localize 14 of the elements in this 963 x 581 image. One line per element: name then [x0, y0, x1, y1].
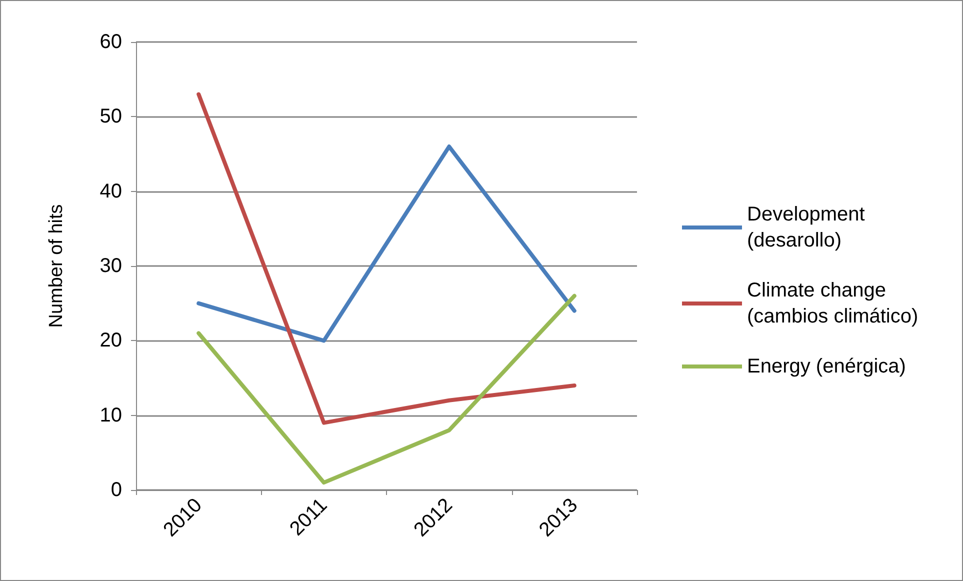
legend-label: Development (desarollo) — [747, 204, 870, 252]
y-tick-label: 40 — [100, 180, 122, 202]
y-tick-label: 10 — [100, 404, 122, 426]
y-tick-label: 50 — [100, 106, 122, 128]
legend-label: Energy (enérgica) — [747, 356, 906, 378]
y-tick-label: 30 — [100, 255, 122, 277]
line-series — [196, 294, 576, 485]
line-series — [196, 92, 576, 425]
y-tick-label: 20 — [100, 330, 122, 352]
y-axis-title: Number of hits — [46, 204, 67, 328]
y-tick-label: 60 — [100, 31, 122, 53]
y-tick-label: 0 — [110, 479, 122, 501]
line-series — [196, 144, 576, 343]
legend-label: Climate change (cambios climático) — [747, 280, 918, 328]
